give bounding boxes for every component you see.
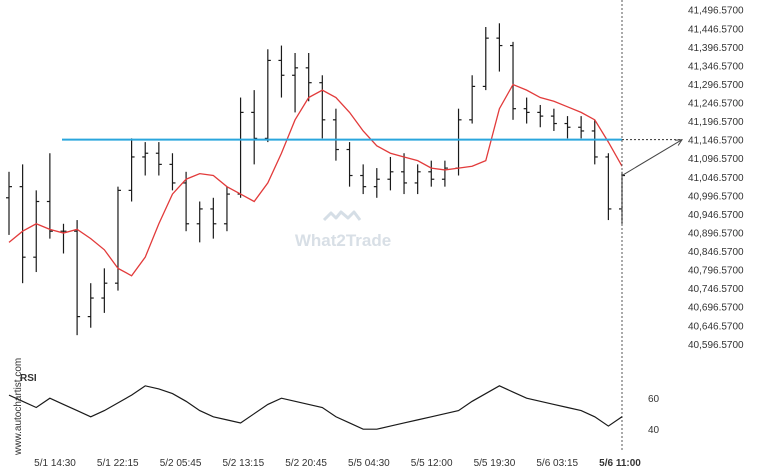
- level-layer: [62, 0, 683, 452]
- y-tick-label: 40,846.5700: [688, 247, 744, 258]
- rsi-label: RSI: [20, 373, 37, 384]
- x-tick-label: 5/2 13:15: [222, 458, 264, 469]
- y-tick-label: 41,296.5700: [688, 80, 744, 91]
- x-tick-label: 5/1 14:30: [34, 458, 76, 469]
- rsi-layer: 40 60: [8, 385, 660, 436]
- y-tick-label: 40,946.5700: [688, 210, 744, 221]
- x-axis: 5/1 14:30 5/1 22:15 5/2 05:45 5/2 13:15 5/2 …: [34, 458, 641, 469]
- y-axis: 41,496.5700 41,446.5700 41,396.5700 41,346.…: [688, 6, 744, 351]
- moving-average-layer: [8, 83, 623, 277]
- y-tick-label: 41,446.5700: [688, 24, 744, 35]
- y-tick-label: 41,396.5700: [688, 43, 744, 54]
- y-tick-label: 41,096.5700: [688, 154, 744, 165]
- y-tick-label: 40,896.5700: [688, 228, 744, 239]
- y-tick-label: 41,346.5700: [688, 61, 744, 72]
- projection-arrowhead: [674, 139, 683, 146]
- rsi-tick-label: 60: [648, 394, 660, 405]
- x-tick-label: 5/5 12:00: [411, 458, 453, 469]
- x-tick-label: 5/6 11:00: [599, 458, 641, 469]
- y-tick-label: 40,596.5700: [688, 340, 744, 351]
- projection-arrow: [621, 139, 683, 176]
- y-tick-label: 41,046.5700: [688, 173, 744, 184]
- x-tick-label: 5/5 04:30: [348, 458, 390, 469]
- x-tick-label: 5/2 20:45: [285, 458, 327, 469]
- x-tick-label: 5/5 19:30: [474, 458, 516, 469]
- moving-average-line: [8, 83, 623, 277]
- y-tick-label: 41,246.5700: [688, 99, 744, 110]
- y-tick-label: 41,196.5700: [688, 117, 744, 128]
- what2trade-logo-icon: [322, 210, 362, 222]
- side-watermark: www.autochartist.com: [13, 358, 24, 456]
- y-tick-label: 40,996.5700: [688, 191, 744, 202]
- y-tick-label: 40,696.5700: [688, 303, 744, 314]
- rsi-tick-label: 40: [648, 425, 660, 436]
- x-tick-label: 5/1 22:15: [97, 458, 139, 469]
- x-tick-label: 5/6 03:15: [536, 458, 578, 469]
- x-tick-label: 5/2 05:45: [160, 458, 202, 469]
- what2trade-watermark: What2Trade: [295, 231, 391, 250]
- y-tick-label: 41,496.5700: [688, 6, 744, 17]
- y-tick-label: 40,746.5700: [688, 284, 744, 295]
- y-tick-label: 40,796.5700: [688, 266, 744, 277]
- price-layer: [6, 23, 625, 336]
- rsi-line: [8, 385, 623, 430]
- y-tick-label: 40,646.5700: [688, 321, 744, 332]
- y-tick-label: 41,146.5700: [688, 136, 744, 147]
